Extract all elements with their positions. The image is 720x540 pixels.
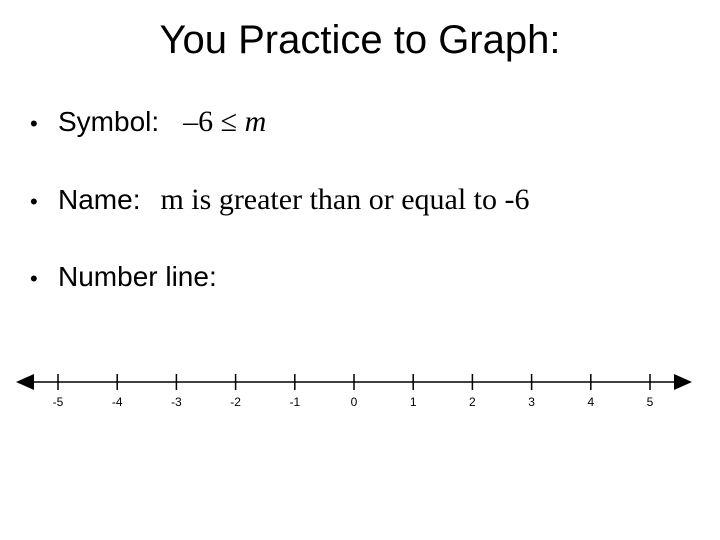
- svg-text:5: 5: [647, 395, 654, 409]
- svg-text:-1: -1: [289, 395, 300, 409]
- svg-text:2: 2: [469, 395, 476, 409]
- name-statement: m is greater than or equal to -6: [160, 183, 529, 217]
- slide-title: You Practice to Graph:: [0, 18, 720, 63]
- bullet-list: • Symbol: –6 ≤ m • Name: m is greater th…: [30, 105, 690, 337]
- svg-text:0: 0: [351, 395, 358, 409]
- svg-text:4: 4: [587, 395, 594, 409]
- svg-text:-4: -4: [112, 395, 123, 409]
- svg-text:3: 3: [528, 395, 535, 409]
- svg-text:1: 1: [410, 395, 417, 409]
- bullet-symbol: • Symbol: –6 ≤ m: [30, 105, 690, 139]
- slide: You Practice to Graph: • Symbol: –6 ≤ m …: [0, 0, 720, 540]
- symbol-expression: –6 ≤ m: [183, 105, 266, 139]
- svg-text:-3: -3: [171, 395, 182, 409]
- bullet-dot-icon: •: [30, 265, 58, 293]
- symbol-label: Symbol:: [58, 106, 159, 138]
- svg-text:-5: -5: [53, 395, 64, 409]
- svg-text:-2: -2: [230, 395, 241, 409]
- bullet-name: • Name: m is greater than or equal to -6: [30, 183, 690, 217]
- bullet-dot-icon: •: [30, 110, 58, 138]
- number-line: -5 -4 -3 -2 -1 0 1 2 3 4 5: [14, 352, 694, 432]
- name-label: Name:: [58, 184, 140, 216]
- numberline-label: Number line:: [58, 261, 217, 293]
- number-line-svg: -5 -4 -3 -2 -1 0 1 2 3 4 5: [14, 352, 694, 432]
- bullet-numberline: • Number line:: [30, 261, 690, 293]
- bullet-dot-icon: •: [30, 188, 58, 216]
